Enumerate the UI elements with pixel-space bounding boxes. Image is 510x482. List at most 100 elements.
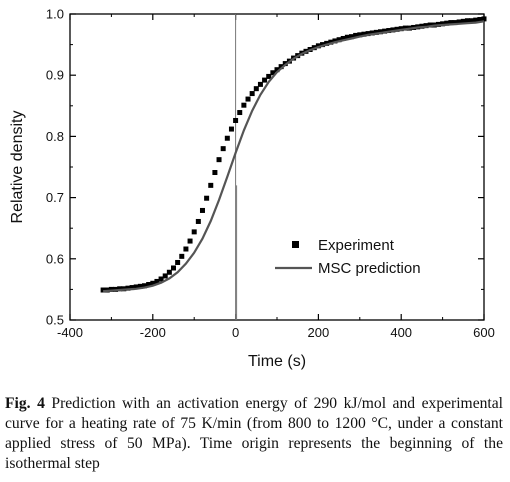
experiment-point — [228, 126, 234, 132]
experiment-point — [440, 21, 446, 27]
experiment-point — [150, 280, 156, 286]
experiment-point — [382, 28, 388, 34]
experiment-point — [452, 20, 458, 26]
experiment-point — [117, 286, 123, 292]
experiment-point — [369, 30, 375, 36]
plot-area — [100, 14, 487, 320]
caption-text: Prediction with an activation energy of … — [5, 395, 503, 472]
y-tick-label: 1.0 — [46, 7, 64, 22]
experiment-point — [187, 238, 193, 244]
experiment-point — [241, 102, 247, 108]
experiment-point — [175, 259, 181, 265]
experiment-point — [353, 32, 359, 38]
experiment-point — [224, 135, 230, 141]
y-tick-label: 0.8 — [46, 129, 64, 144]
experiment-point — [183, 246, 189, 252]
experiment-point — [469, 18, 475, 24]
experiment-point — [328, 39, 334, 45]
experiment-point — [125, 285, 131, 291]
experiment-point — [108, 286, 114, 292]
plot-border — [69, 13, 485, 321]
x-tick-label: 200 — [308, 325, 330, 340]
experiment-point — [320, 42, 326, 48]
experiment-point — [100, 287, 106, 293]
y-axis: 0.5 0.6 0.7 0.8 0.9 1.0 — [46, 7, 484, 328]
experiment-point — [315, 43, 321, 49]
legend-experiment-label: Experiment — [318, 237, 395, 254]
experiment-point — [249, 91, 255, 97]
y-axis-title: Relative density — [9, 111, 26, 224]
experiment-point — [179, 253, 185, 259]
legend: Experiment MSC prediction — [275, 237, 421, 277]
experiment-point — [166, 269, 172, 275]
experiment-point — [448, 20, 454, 26]
experiment-point — [365, 31, 371, 37]
experiment-point — [423, 23, 429, 29]
x-axis: -400 -200 0 200 400 600 — [57, 14, 495, 340]
experiment-point — [158, 276, 164, 282]
experiment-point — [324, 40, 330, 46]
experiment-point — [142, 283, 148, 289]
experiment-point — [195, 218, 201, 224]
experiment-point — [171, 265, 176, 271]
experiment-point — [394, 26, 400, 32]
figure-caption: Fig. 4 Prediction with an activation ene… — [5, 394, 503, 474]
experiment-point — [357, 32, 363, 38]
experiment-point — [378, 29, 383, 35]
plot-frame — [69, 13, 485, 321]
experiment-point — [274, 67, 280, 73]
y-tick-label: 0.6 — [46, 251, 64, 266]
x-tick-label: 600 — [473, 325, 495, 340]
y-tick-label: 0.5 — [46, 313, 64, 328]
chart: 0.5 0.6 0.7 0.8 0.9 1.0 -400 -200 0 200 400 600 Ex… — [9, 7, 495, 371]
experiment-point — [191, 229, 197, 235]
experiment-point — [220, 146, 226, 152]
experiment-point — [137, 283, 143, 289]
experiment-point — [233, 117, 239, 123]
legend-prediction-label: MSC prediction — [318, 260, 421, 277]
experiment-point — [386, 28, 392, 34]
experiment-point — [344, 34, 350, 40]
experiment-point — [199, 207, 205, 213]
x-axis-title: Time (s) — [248, 353, 306, 370]
experiment-point — [473, 17, 479, 23]
experiment-point — [129, 285, 135, 291]
experiment-point — [390, 27, 396, 33]
experiment-point — [481, 16, 487, 22]
experiment-point — [278, 64, 284, 70]
experiment-point — [361, 31, 367, 37]
experiment-point — [237, 110, 243, 116]
experiment-point — [270, 70, 276, 76]
x-tick-label: 0 — [232, 325, 239, 340]
experiment-point — [245, 96, 251, 102]
experiment-point — [204, 195, 210, 201]
experiment-point — [336, 37, 342, 43]
experiment-point — [427, 22, 433, 28]
experiment-point — [162, 273, 168, 279]
experiment-point — [373, 29, 379, 35]
x-tick-label: -400 — [57, 325, 83, 340]
experiment-point — [262, 77, 268, 83]
experiment-point — [477, 17, 483, 23]
experiment-point — [444, 20, 450, 26]
x-tick-label: -200 — [140, 325, 166, 340]
legend-experiment-marker — [292, 241, 299, 248]
x-tick-label: 400 — [390, 325, 412, 340]
msc-prediction-line — [103, 20, 485, 293]
experiment-point — [212, 170, 218, 176]
experiment-point — [266, 73, 272, 79]
experiment-point — [456, 19, 462, 25]
experiment-point — [154, 278, 160, 284]
experiment-point — [460, 18, 466, 24]
y-tick-label: 0.9 — [46, 68, 64, 83]
experiment-point — [257, 81, 263, 87]
experiment-point — [208, 182, 214, 188]
experiment-point — [133, 284, 139, 290]
experiment-point — [253, 86, 259, 92]
experiment-point — [146, 282, 152, 288]
experiment-point — [216, 157, 222, 163]
experiment-point — [398, 26, 404, 32]
experiment-point — [349, 34, 355, 40]
figure-label: Fig. 4 — [5, 395, 45, 412]
y-tick-label: 0.7 — [46, 190, 64, 205]
